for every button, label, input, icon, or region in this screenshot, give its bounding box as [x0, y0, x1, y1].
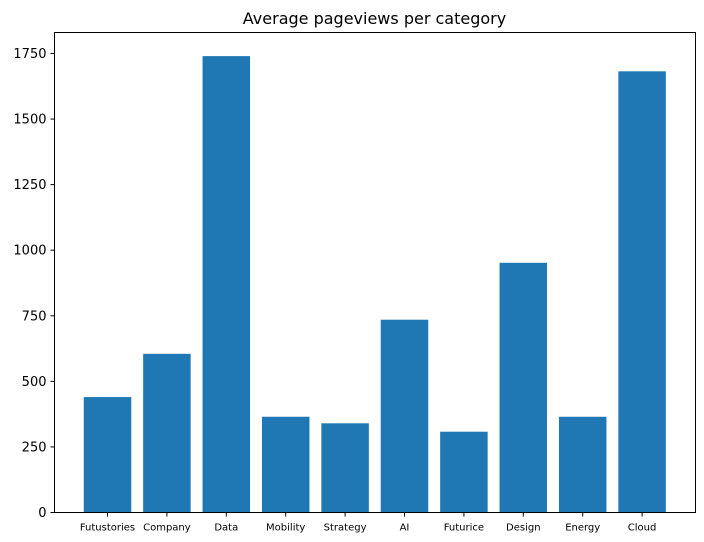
y-tick-label: 1000	[13, 244, 46, 259]
bar-company	[143, 353, 191, 513]
bar-futurice	[440, 431, 488, 513]
bar-design	[499, 262, 548, 513]
bar-futustories	[83, 397, 132, 513]
y-tick-label: 1250	[13, 178, 46, 193]
bar-strategy	[321, 423, 369, 513]
bar-mobility	[261, 416, 310, 513]
x-tick-label: Design	[506, 523, 541, 534]
x-tick-label: Energy	[565, 523, 600, 534]
y-axis: 0 250 500 750 1000 1250 1500 1750	[13, 47, 55, 521]
bar-cloud	[618, 71, 666, 513]
x-tick-label: Futurice	[444, 523, 484, 534]
y-tick-label: 1750	[13, 47, 46, 62]
y-tick-label: 0	[38, 506, 46, 521]
x-axis: Futustories Company Data Mobility Strategy AI…	[80, 512, 657, 534]
x-tick-label: AI	[400, 523, 410, 534]
x-tick-label: Company	[143, 523, 191, 534]
bar-energy	[558, 416, 607, 513]
y-tick-label: 1500	[13, 113, 46, 128]
y-tick-label: 750	[22, 309, 47, 324]
x-tick-label: Strategy	[324, 523, 367, 534]
x-tick-label: Futustories	[80, 523, 135, 534]
bars-group	[83, 56, 666, 513]
bar-ai	[380, 319, 429, 513]
bar-data	[202, 56, 251, 513]
plot-frame	[54, 32, 696, 513]
y-tick-label: 500	[22, 375, 47, 390]
x-tick-label: Cloud	[628, 523, 657, 534]
y-tick-label: 250	[22, 440, 47, 455]
x-tick-label: Data	[214, 523, 238, 534]
x-tick-label: Mobility	[266, 523, 305, 534]
chart-title: Average pageviews per category	[243, 9, 506, 28]
